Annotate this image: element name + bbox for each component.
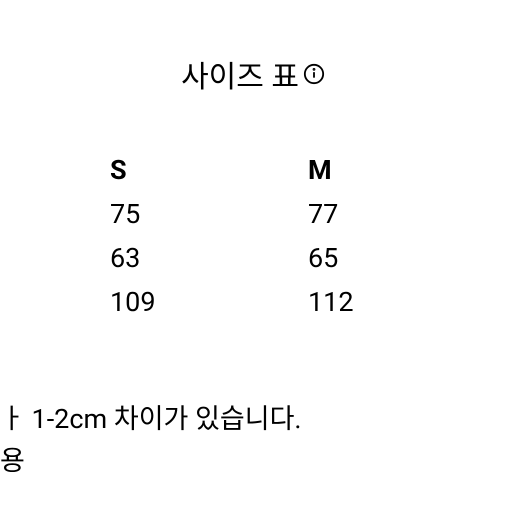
page-title-container: 사이즈 표: [0, 0, 506, 96]
table-row: 75 77: [110, 198, 506, 230]
table-row: 63 65: [110, 242, 506, 274]
page-title: 사이즈 표: [181, 52, 299, 96]
table-row: 109 112: [110, 286, 506, 318]
table-cell: 65: [308, 242, 506, 274]
table-cell: 75: [110, 198, 308, 230]
info-icon[interactable]: [303, 63, 325, 85]
footer-note-1: ㅏ 1-2cm 차이가 있습니다.: [0, 397, 302, 436]
table-cell: 112: [308, 286, 506, 318]
size-table: S M 75 77 63 65 109 112: [0, 154, 506, 318]
table-header-row: S M: [110, 154, 506, 186]
table-header: M: [308, 154, 506, 186]
footer-note-2: 용: [0, 439, 25, 478]
table-cell: 109: [110, 286, 308, 318]
table-header: S: [110, 154, 308, 186]
table-cell: 77: [308, 198, 506, 230]
table-cell: 63: [110, 242, 308, 274]
